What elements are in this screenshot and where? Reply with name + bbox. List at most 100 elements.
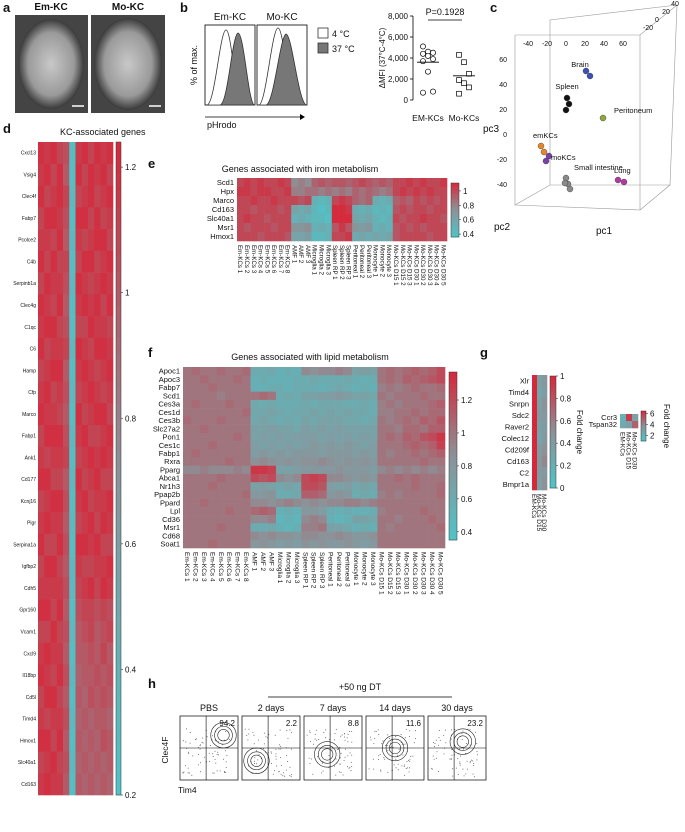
heatmap-cell <box>199 531 209 541</box>
colorbar <box>550 404 556 408</box>
heatmap-cell <box>208 391 218 401</box>
heatmap-cell <box>100 229 108 252</box>
heatmap-cell <box>436 473 446 483</box>
column-label: Spleen RP 2 <box>310 552 317 589</box>
colorbar <box>641 412 646 414</box>
flow-event <box>341 734 343 736</box>
colorbar <box>550 432 556 436</box>
heatmap-cell <box>385 367 395 376</box>
heatmap-cell <box>292 506 302 516</box>
column-label: Mo-KCs D30 1 <box>403 552 410 595</box>
colorbar <box>116 354 121 371</box>
axis-label: pHrodo <box>207 120 237 130</box>
row-label: Cd36 <box>162 515 180 524</box>
heatmap-cell <box>44 381 51 404</box>
colorbar <box>641 413 646 415</box>
heatmap-cell <box>100 555 108 578</box>
colorbar-tick-label: 0.6 <box>125 540 137 549</box>
heatmap-cell <box>250 408 260 417</box>
heatmap-cell <box>81 533 89 556</box>
heatmap-cell <box>426 178 434 188</box>
colorbar-tick-label: 0.8 <box>125 414 137 423</box>
plot-title: PBS <box>200 703 218 713</box>
colorbar-frame <box>448 371 458 541</box>
heatmap-cell <box>426 187 434 197</box>
heatmap-cell <box>88 337 95 360</box>
flow-event <box>450 758 452 760</box>
heatmap-cell <box>331 196 339 206</box>
heatmap-cell <box>69 316 76 339</box>
flow-event <box>462 730 464 732</box>
heatmap-cell <box>318 383 327 392</box>
flow-event <box>229 738 231 740</box>
heatmap-cell <box>326 539 336 549</box>
heatmap-cell <box>436 457 446 467</box>
heatmap-cell <box>358 214 367 224</box>
heatmap-cell <box>419 449 429 458</box>
column-label: Em-KCs 3 <box>250 245 257 274</box>
colorbar <box>116 599 121 616</box>
flow-event <box>275 753 277 755</box>
heatmap-cell <box>63 751 70 774</box>
heatmap-cell <box>191 523 201 532</box>
heatmap-cell <box>368 367 378 376</box>
heatmap-title: KC-associated genes <box>60 127 146 137</box>
heatmap-cell <box>208 375 218 384</box>
tick-label: 60 <box>619 41 627 48</box>
flow-event <box>469 744 471 746</box>
flow-event <box>390 746 392 748</box>
colorbar <box>550 387 556 391</box>
colorbar <box>550 460 556 464</box>
column-label: Spleen RP 3 <box>318 552 325 589</box>
heatmap-cell <box>75 207 83 230</box>
tick-label: 0 <box>564 41 568 48</box>
flow-event <box>473 765 475 767</box>
colorbar <box>451 195 459 197</box>
heatmap-cell <box>385 375 395 384</box>
heatmap-cell <box>63 316 70 339</box>
heatmap-cell <box>56 664 64 687</box>
heatmap-cell <box>242 490 251 499</box>
flow-event <box>282 775 284 777</box>
heatmap-cell <box>237 187 245 197</box>
heatmap-cell <box>352 473 361 483</box>
heatmap-cell <box>69 490 76 513</box>
heatmap-cell <box>259 367 268 376</box>
heatmap-cell <box>284 416 294 425</box>
heatmap-cell <box>402 424 412 434</box>
heatmap-cell <box>50 316 58 339</box>
heatmap-cell <box>411 424 420 434</box>
flow-event <box>271 762 273 764</box>
colorbar-frame <box>549 375 557 489</box>
heatmap-cell <box>632 414 639 422</box>
heatmap-cell <box>88 359 95 382</box>
legend-label: 4 °C <box>332 29 350 39</box>
heatmap-cell <box>335 482 344 491</box>
heatmap-cell <box>38 229 45 252</box>
colorbar <box>641 439 646 441</box>
heatmap-cell <box>360 523 370 532</box>
heatmap-cell <box>259 457 268 467</box>
heatmap-cell <box>81 403 89 426</box>
column-label: Em-KCs 3 <box>200 552 207 582</box>
flow-event <box>336 748 338 750</box>
heatmap-cell <box>56 185 64 208</box>
heatmap-cell <box>368 383 378 392</box>
heatmap-cell <box>275 473 285 483</box>
heatmap-cell <box>199 490 209 499</box>
column-label: Mo-KCs D15 2 <box>399 245 406 286</box>
column-label: EM-KCs <box>530 494 537 519</box>
heatmap-cell <box>56 533 64 556</box>
colorbar <box>641 437 646 439</box>
heatmap-cell <box>216 375 226 384</box>
colorbar <box>641 425 646 427</box>
heatmap-cell <box>63 577 70 600</box>
heatmap-cell <box>385 498 395 508</box>
heatmap-cell <box>326 457 336 467</box>
flow-event <box>461 738 463 740</box>
flow-event <box>404 737 406 739</box>
colorbar <box>449 430 457 436</box>
flow-event <box>203 756 205 758</box>
heatmap-cell <box>358 178 367 188</box>
heatmap-cell <box>250 473 260 483</box>
